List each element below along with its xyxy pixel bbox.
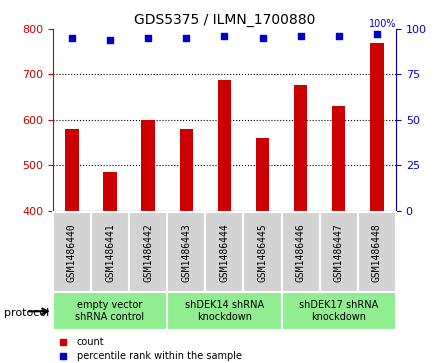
Bar bbox=[243, 212, 282, 292]
Bar bbox=[167, 212, 205, 292]
Text: GSM1486440: GSM1486440 bbox=[67, 223, 77, 282]
Point bbox=[221, 33, 228, 39]
Bar bbox=[332, 106, 345, 211]
Point bbox=[259, 35, 266, 41]
Bar bbox=[370, 43, 384, 211]
Title: GDS5375 / ILMN_1700880: GDS5375 / ILMN_1700880 bbox=[134, 13, 315, 26]
Point bbox=[145, 35, 152, 41]
Point bbox=[297, 33, 304, 39]
Point bbox=[183, 35, 190, 41]
Bar bbox=[53, 212, 91, 292]
Bar bbox=[91, 212, 129, 292]
Text: GSM1486441: GSM1486441 bbox=[105, 223, 115, 282]
Point bbox=[106, 37, 114, 43]
Bar bbox=[65, 129, 78, 211]
Bar bbox=[282, 212, 320, 292]
Text: GSM1486448: GSM1486448 bbox=[372, 223, 382, 282]
Text: 100%: 100% bbox=[369, 19, 396, 29]
Text: GSM1486442: GSM1486442 bbox=[143, 223, 153, 282]
Bar bbox=[218, 80, 231, 211]
Text: GSM1486444: GSM1486444 bbox=[220, 223, 229, 282]
Text: GSM1486446: GSM1486446 bbox=[296, 223, 306, 282]
Bar bbox=[103, 172, 117, 211]
Text: GSM1486443: GSM1486443 bbox=[181, 223, 191, 282]
Text: empty vector
shRNA control: empty vector shRNA control bbox=[75, 301, 145, 322]
Text: shDEK14 shRNA
knockdown: shDEK14 shRNA knockdown bbox=[185, 301, 264, 322]
Bar bbox=[358, 212, 396, 292]
Bar bbox=[294, 85, 307, 211]
Point bbox=[315, 151, 322, 156]
Point bbox=[374, 32, 381, 37]
Text: shDEK17 shRNA
knockdown: shDEK17 shRNA knockdown bbox=[299, 301, 378, 322]
Point bbox=[335, 33, 342, 39]
Bar bbox=[282, 292, 396, 330]
Bar bbox=[205, 212, 243, 292]
Bar bbox=[142, 120, 155, 211]
Text: GSM1486447: GSM1486447 bbox=[334, 223, 344, 282]
Bar bbox=[167, 292, 282, 330]
Text: percentile rank within the sample: percentile rank within the sample bbox=[77, 351, 242, 362]
Text: GSM1486445: GSM1486445 bbox=[257, 223, 268, 282]
Bar bbox=[129, 212, 167, 292]
Bar bbox=[53, 292, 167, 330]
Point bbox=[315, 284, 322, 290]
Point bbox=[68, 35, 75, 41]
Bar bbox=[180, 129, 193, 211]
Text: protocol: protocol bbox=[4, 308, 50, 318]
Text: count: count bbox=[77, 337, 104, 347]
Bar bbox=[320, 212, 358, 292]
Bar bbox=[256, 138, 269, 211]
